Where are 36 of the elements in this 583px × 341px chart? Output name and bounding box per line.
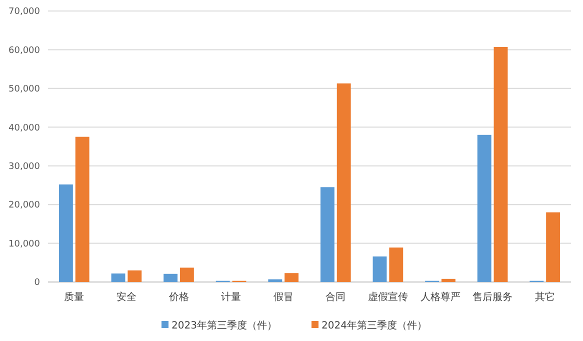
bar xyxy=(320,187,334,282)
bar xyxy=(164,274,178,282)
bar xyxy=(111,273,126,282)
bar xyxy=(180,268,194,282)
bar xyxy=(477,134,492,282)
bar xyxy=(494,47,508,282)
y-tick-label: 0 xyxy=(34,278,40,288)
bar xyxy=(128,270,142,282)
y-tick-label: 50,000 xyxy=(8,84,40,95)
x-tick-label: 假冒 xyxy=(273,292,294,303)
bar xyxy=(441,278,456,282)
bar xyxy=(336,83,351,282)
x-tick-label: 计量 xyxy=(221,291,242,303)
bar xyxy=(75,136,90,282)
x-tick-label: 人格尊严 xyxy=(420,291,460,303)
x-tick-label: 安全 xyxy=(116,291,136,303)
bar xyxy=(372,256,387,282)
x-tick-label: 价格 xyxy=(168,291,189,303)
y-tick-label: 40,000 xyxy=(8,123,40,134)
x-tick-label: 合同 xyxy=(326,291,346,303)
x-tick-label: 售后服务 xyxy=(472,291,513,303)
bar xyxy=(268,279,282,282)
legend-label: 2023年第三季度（件） xyxy=(172,320,277,332)
bar xyxy=(284,273,299,282)
bar xyxy=(546,212,560,282)
y-tick-label: 60,000 xyxy=(8,46,40,56)
y-tick-label: 20,000 xyxy=(8,200,40,211)
x-tick-label: 虚假宣传 xyxy=(368,291,408,303)
y-tick-label: 30,000 xyxy=(8,162,40,172)
x-tick-label: 其它 xyxy=(534,291,555,303)
y-tick-label: 70,000 xyxy=(8,7,40,18)
legend-label: 2024年第三季度（件） xyxy=(322,320,427,332)
bar xyxy=(58,184,73,282)
bar xyxy=(389,248,404,282)
x-tick-label: 质量 xyxy=(64,291,84,303)
y-tick-label: 10,000 xyxy=(8,239,40,250)
